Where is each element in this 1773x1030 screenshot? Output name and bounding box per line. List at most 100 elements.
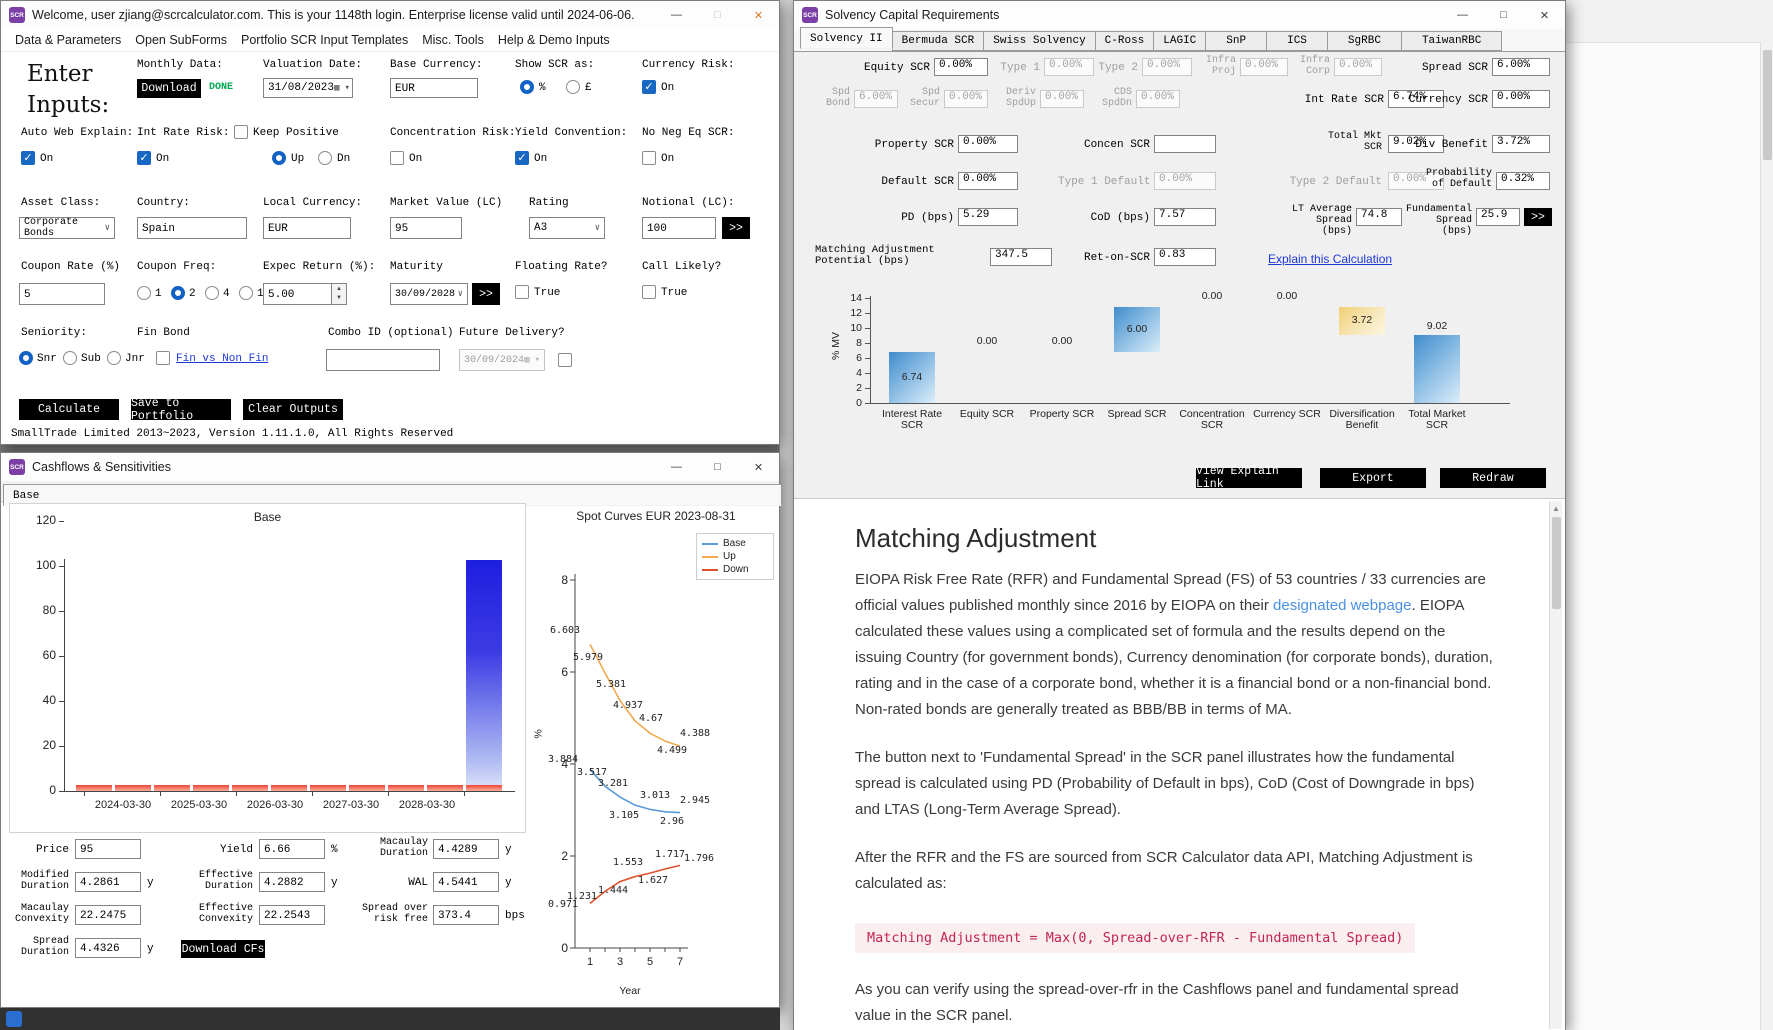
calculate-button[interactable]: Calculate bbox=[19, 399, 119, 420]
menu-help-demo[interactable]: Help & Demo Inputs bbox=[497, 33, 610, 47]
pd-bps-field[interactable]: 5.29 bbox=[958, 208, 1018, 226]
doc-link[interactable]: designated webpage bbox=[1273, 597, 1412, 614]
tab-taiwanrbc[interactable]: TaiwanRBC bbox=[1400, 31, 1503, 51]
tab-lagic[interactable]: LAGIC bbox=[1153, 31, 1207, 51]
show-scr-percent-radio[interactable] bbox=[520, 80, 534, 94]
scrollbar[interactable] bbox=[1760, 42, 1773, 1030]
shock-up-radio[interactable] bbox=[272, 151, 286, 165]
document-scrollbar[interactable]: ▲ bbox=[1549, 501, 1562, 1029]
div-benefit-field[interactable]: 3.72% bbox=[1492, 135, 1550, 153]
spread-over-rf-input[interactable]: 373.4 bbox=[433, 905, 499, 925]
menu-open-subforms[interactable]: Open SubForms bbox=[135, 33, 228, 47]
valuation-date-picker[interactable]: 31/08/2023 ▦ ▾ bbox=[263, 78, 353, 98]
wal-input[interactable]: 4.5441 bbox=[433, 872, 499, 892]
seniority-jnr-radio[interactable] bbox=[107, 351, 121, 365]
spin-up-icon[interactable]: ▲ bbox=[336, 286, 342, 292]
coupon-freq-1-radio[interactable] bbox=[137, 286, 151, 300]
tab-swiss-solvency[interactable]: Swiss Solvency bbox=[983, 31, 1096, 51]
country-input[interactable]: Spain bbox=[137, 217, 247, 239]
modified-duration-input[interactable]: 4.2861 bbox=[75, 872, 141, 892]
fin-bond-checkbox[interactable] bbox=[156, 351, 170, 365]
concentration-risk-checkbox[interactable] bbox=[390, 151, 404, 165]
expec-return-stepper[interactable]: 5.00 bbox=[263, 283, 347, 305]
show-scr-gbp-radio[interactable] bbox=[566, 80, 580, 94]
default-scr-field[interactable]: 0.00% bbox=[958, 172, 1018, 190]
total-mkt-scr-field[interactable]: 9.02% bbox=[1388, 135, 1444, 153]
tab-bermuda-scr[interactable]: Bermuda SCR bbox=[891, 31, 985, 51]
base-currency-input[interactable]: EUR bbox=[390, 78, 478, 98]
scrollbar-thumb[interactable] bbox=[1763, 50, 1772, 160]
cod-bps-field[interactable]: 7.57 bbox=[1154, 208, 1216, 226]
notional-more-button[interactable]: >> bbox=[722, 217, 750, 239]
ret-on-scr-field[interactable]: 0.83 bbox=[1154, 248, 1216, 266]
fundamental-spread-field[interactable]: 25.9 bbox=[1476, 208, 1520, 226]
stepper-arrows[interactable]: ▲ ▼ bbox=[331, 283, 347, 305]
minimize-button[interactable]: — bbox=[671, 461, 682, 473]
tab-ics[interactable]: ICS bbox=[1266, 31, 1328, 51]
save-to-portfolio-button[interactable]: Save to Portfolio bbox=[131, 397, 231, 423]
titlebar[interactable]: SCR Welcome, user zjiang@scrcalculator.c… bbox=[1, 1, 779, 30]
seniority-sub-radio[interactable] bbox=[63, 351, 77, 365]
yield-input[interactable]: 6.66 bbox=[259, 839, 325, 859]
maturity-more-button[interactable]: >> bbox=[472, 283, 500, 305]
close-button[interactable]: ✕ bbox=[753, 461, 764, 474]
future-delivery-checkbox[interactable] bbox=[558, 353, 572, 367]
combo-id-input[interactable] bbox=[326, 349, 440, 371]
lt-avg-spread-field[interactable]: 74.8 bbox=[1356, 208, 1402, 226]
menu-data-parameters[interactable]: Data & Parameters bbox=[15, 33, 122, 47]
menu-misc-tools[interactable]: Misc. Tools bbox=[422, 33, 484, 47]
seniority-snr-radio[interactable] bbox=[19, 351, 33, 365]
minimize-button[interactable]: — bbox=[671, 9, 682, 21]
scrollbar-thumb[interactable] bbox=[1552, 517, 1561, 609]
effective-convexity-input[interactable]: 22.2543 bbox=[259, 905, 325, 925]
titlebar[interactable]: SCR Cashflows & Sensitivities — □ ✕ bbox=[1, 453, 779, 482]
maturity-select[interactable]: 30/09/2028 ∨ bbox=[390, 283, 468, 305]
local-currency-input[interactable]: EUR bbox=[263, 217, 351, 239]
asset-class-select[interactable]: Corporate Bonds ∨ bbox=[19, 217, 115, 239]
call-likely-checkbox[interactable] bbox=[642, 285, 656, 299]
no-neg-eq-scr-checkbox[interactable] bbox=[642, 151, 656, 165]
tab-solvency-ii[interactable]: Solvency II bbox=[800, 27, 893, 49]
market-value-input[interactable]: 95 bbox=[390, 217, 462, 239]
effective-duration-input[interactable]: 4.2882 bbox=[259, 872, 325, 892]
equity-scr-field[interactable]: 0.00% bbox=[934, 58, 988, 76]
minimize-button[interactable]: — bbox=[1457, 9, 1468, 21]
spread-duration-input[interactable]: 4.4326 bbox=[75, 938, 141, 958]
redraw-button[interactable]: Redraw bbox=[1440, 468, 1546, 488]
maximize-button[interactable]: □ bbox=[714, 9, 721, 21]
prob-default-field[interactable]: 0.32% bbox=[1496, 172, 1550, 190]
view-explain-link-button[interactable]: View Explain Link bbox=[1196, 465, 1302, 491]
floating-rate-checkbox[interactable] bbox=[515, 285, 529, 299]
shock-down-radio[interactable] bbox=[318, 151, 332, 165]
matching-adj-field[interactable]: 347.5 bbox=[990, 248, 1052, 266]
int-rate-scr-field[interactable]: 6.74% bbox=[1388, 90, 1444, 108]
coupon-freq-12-radio[interactable] bbox=[239, 286, 253, 300]
keep-positive-checkbox[interactable] bbox=[234, 125, 248, 139]
yield-convention-checkbox[interactable] bbox=[515, 151, 529, 165]
taskbar-app-icon[interactable] bbox=[6, 1011, 22, 1027]
clear-outputs-button[interactable]: Clear Outputs bbox=[243, 399, 343, 420]
scroll-up-icon[interactable]: ▲ bbox=[1552, 504, 1560, 513]
fin-vs-nonfin-link[interactable]: Fin vs Non Fin bbox=[176, 353, 269, 365]
close-button[interactable]: ✕ bbox=[753, 9, 764, 22]
spin-down-icon[interactable]: ▼ bbox=[336, 295, 342, 301]
macaulay-convexity-input[interactable]: 22.2475 bbox=[75, 905, 141, 925]
titlebar[interactable]: SCR Solvency Capital Requirements — □ ✕ bbox=[794, 1, 1565, 30]
download-cfs-button[interactable]: Download CFs bbox=[181, 940, 265, 958]
macaulay-duration-input[interactable]: 4.4289 bbox=[433, 839, 499, 859]
rating-select[interactable]: A3 ∨ bbox=[529, 217, 605, 239]
close-button[interactable]: ✕ bbox=[1539, 9, 1550, 22]
currency-risk-checkbox[interactable] bbox=[642, 80, 656, 94]
coupon-rate-input[interactable]: 5 bbox=[19, 283, 105, 305]
spread-scr-field[interactable]: 6.00% bbox=[1492, 58, 1550, 76]
download-button[interactable]: Download bbox=[137, 79, 201, 98]
coupon-freq-2-radio[interactable] bbox=[171, 286, 185, 300]
export-button[interactable]: Export bbox=[1320, 468, 1426, 488]
auto-web-explain-checkbox[interactable] bbox=[21, 151, 35, 165]
coupon-freq-4-radio[interactable] bbox=[205, 286, 219, 300]
menu-portfolio-templates[interactable]: Portfolio SCR Input Templates bbox=[241, 33, 409, 47]
property-scr-field[interactable]: 0.00% bbox=[958, 135, 1018, 153]
tab-c-ross[interactable]: C-Ross bbox=[1094, 31, 1155, 51]
price-input[interactable]: 95 bbox=[75, 839, 141, 859]
maximize-button[interactable]: □ bbox=[714, 461, 721, 473]
